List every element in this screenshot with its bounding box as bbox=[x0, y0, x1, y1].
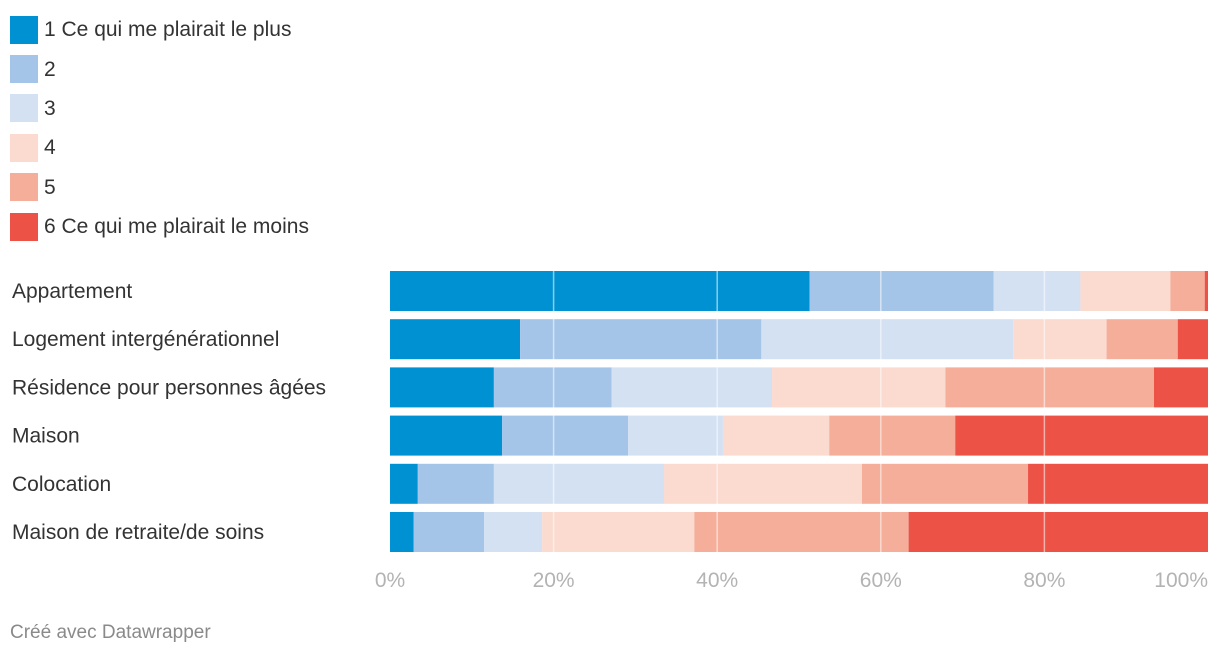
legend-label: 2 bbox=[44, 57, 56, 81]
bar-segment bbox=[945, 367, 1155, 408]
bar-segment bbox=[809, 271, 994, 311]
category-label: Appartement bbox=[12, 280, 132, 303]
x-tick-label: 100% bbox=[1154, 569, 1208, 592]
legend-item: 4 bbox=[10, 128, 309, 167]
bar-segment bbox=[413, 512, 485, 552]
bar-segment bbox=[694, 512, 909, 552]
bar-segment bbox=[390, 463, 418, 504]
legend-label: 3 bbox=[44, 96, 56, 120]
bar-segment bbox=[1177, 319, 1208, 360]
legend-item: 6 Ce qui me plairait le moins bbox=[10, 207, 309, 246]
category-label: Logement intergénérationnel bbox=[12, 328, 279, 351]
bar-segment bbox=[1013, 319, 1107, 360]
bar-segment bbox=[628, 415, 723, 456]
bar-segment bbox=[955, 415, 1208, 456]
legend-label: 6 Ce qui me plairait le moins bbox=[44, 215, 309, 239]
legend-item: 3 bbox=[10, 89, 309, 128]
bar-segment bbox=[664, 463, 862, 504]
legend-swatch bbox=[10, 94, 38, 123]
bar-segment bbox=[390, 319, 521, 360]
category-label: Résidence pour personnes âgées bbox=[12, 376, 326, 399]
bar-segment bbox=[1028, 463, 1208, 504]
bar-segment bbox=[390, 271, 810, 311]
bar-segment bbox=[390, 512, 414, 552]
bar-segment bbox=[722, 415, 830, 456]
legend: 1 Ce qui me plairait le plus 2 3 4 5 6 Ce qui… bbox=[10, 10, 309, 246]
bar-segment bbox=[1154, 367, 1208, 408]
bar-segment bbox=[761, 319, 1014, 360]
x-tick-label: 60% bbox=[860, 569, 902, 592]
x-tick-label: 80% bbox=[1023, 569, 1065, 592]
legend-swatch bbox=[10, 133, 38, 162]
credit-text: Créé avec Datawrapper bbox=[10, 622, 211, 643]
bar-segment bbox=[1106, 319, 1178, 360]
bar-segment bbox=[829, 415, 956, 456]
bar-segment bbox=[390, 415, 503, 456]
legend-item: 2 bbox=[10, 49, 309, 88]
bar-segment bbox=[1204, 271, 1208, 311]
x-tick-label: 40% bbox=[696, 569, 738, 592]
bar-segment bbox=[1080, 271, 1171, 311]
bar-segment bbox=[390, 367, 494, 408]
x-tick-label: 20% bbox=[533, 569, 575, 592]
x-tick-label: 0% bbox=[375, 569, 405, 592]
category-label: Maison de retraite/de soins bbox=[12, 521, 264, 544]
bar-segment bbox=[1170, 271, 1205, 311]
bar-segment bbox=[493, 463, 665, 504]
bar-segment bbox=[520, 319, 762, 360]
legend-swatch bbox=[10, 212, 38, 241]
legend-label: 5 bbox=[44, 175, 56, 199]
bar-segment bbox=[908, 512, 1208, 552]
bar-segment bbox=[502, 415, 629, 456]
legend-label: 1 Ce qui me plairait le plus bbox=[44, 18, 292, 42]
bar-segment bbox=[772, 367, 946, 408]
bar-segment bbox=[993, 271, 1081, 311]
legend-swatch bbox=[10, 173, 38, 202]
legend-item: 5 bbox=[10, 168, 309, 207]
bar-segment bbox=[611, 367, 773, 408]
bar-segment bbox=[542, 512, 695, 552]
bar-segment bbox=[861, 463, 1029, 504]
legend-item: 1 Ce qui me plairait le plus bbox=[10, 10, 309, 49]
category-label: Colocation bbox=[12, 473, 111, 496]
bar-segment bbox=[484, 512, 543, 552]
legend-swatch bbox=[10, 55, 38, 84]
bar-segment bbox=[417, 463, 494, 504]
bar-segment bbox=[493, 367, 612, 408]
legend-label: 4 bbox=[44, 136, 56, 160]
legend-swatch bbox=[10, 15, 38, 44]
category-label: Maison bbox=[12, 425, 80, 448]
